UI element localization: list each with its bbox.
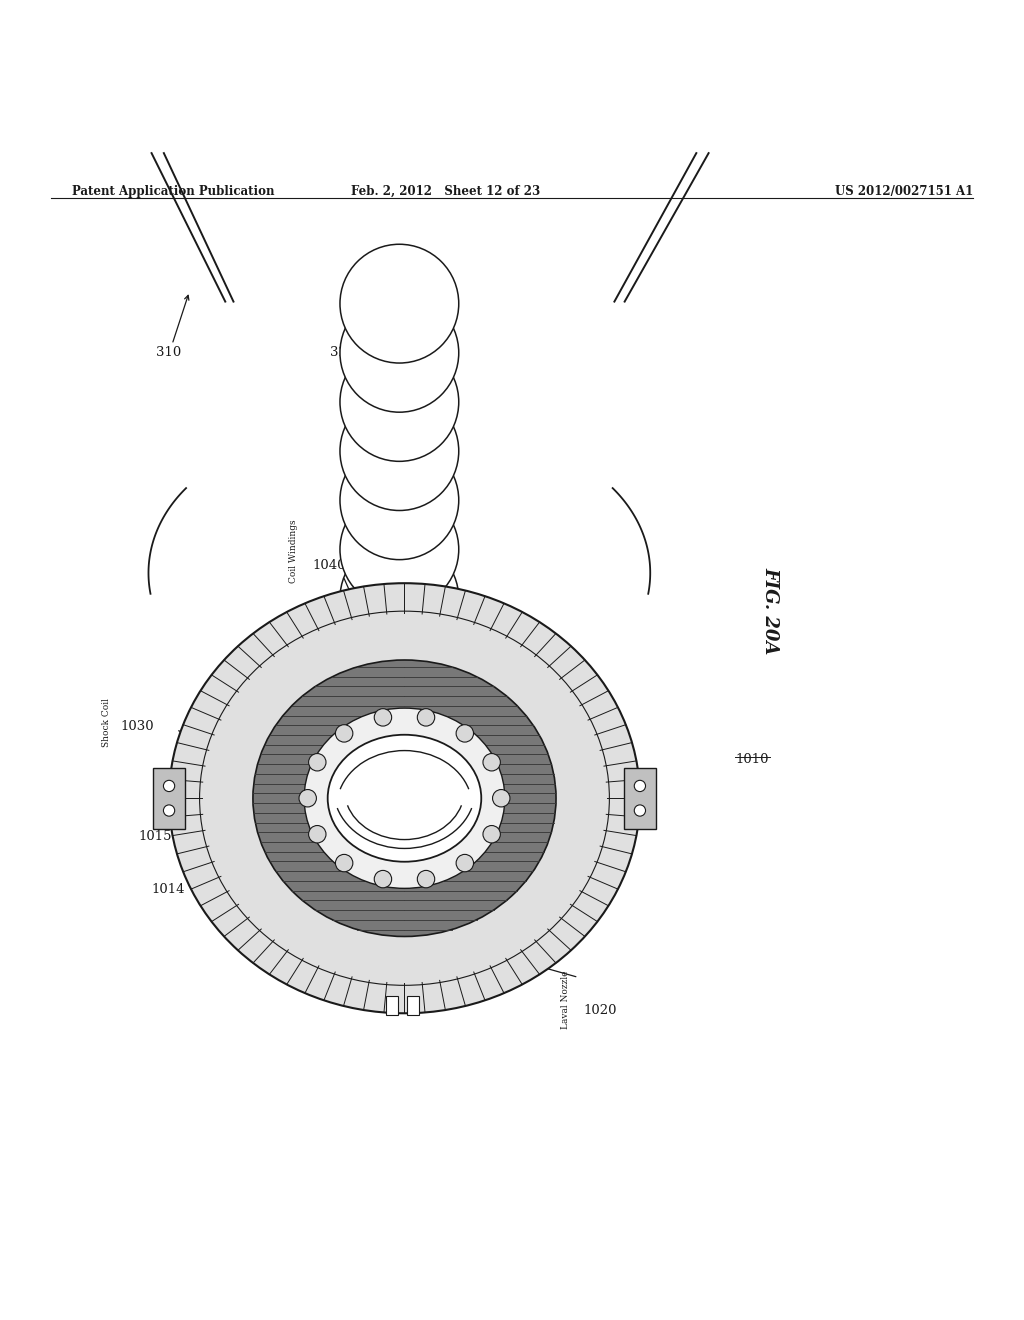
Text: Shroud: Shroud	[291, 939, 300, 973]
Text: FIG. 20A: FIG. 20A	[761, 568, 779, 655]
FancyBboxPatch shape	[153, 767, 185, 829]
Circle shape	[634, 780, 645, 792]
Circle shape	[164, 805, 175, 816]
Text: 1010: 1010	[735, 752, 769, 766]
Circle shape	[456, 725, 473, 742]
Circle shape	[340, 539, 459, 657]
Circle shape	[374, 709, 391, 726]
Circle shape	[164, 780, 175, 792]
Text: Laval Nozzle: Laval Nozzle	[561, 970, 570, 1028]
Text: 320: 320	[330, 346, 355, 359]
Text: US 2012/0027151 A1: US 2012/0027151 A1	[835, 185, 973, 198]
Text: Patent Application Publication: Patent Application Publication	[72, 185, 274, 198]
Ellipse shape	[304, 708, 505, 888]
Text: 1015: 1015	[138, 830, 172, 842]
Circle shape	[493, 789, 510, 807]
Text: Coil Windings: Coil Windings	[289, 520, 298, 583]
Circle shape	[634, 805, 645, 816]
Circle shape	[299, 789, 316, 807]
Circle shape	[340, 244, 459, 363]
Circle shape	[336, 854, 353, 871]
Circle shape	[374, 870, 391, 888]
Circle shape	[340, 392, 459, 511]
Text: 310: 310	[156, 346, 181, 359]
Circle shape	[308, 825, 326, 843]
FancyBboxPatch shape	[407, 997, 419, 1015]
Circle shape	[340, 441, 459, 560]
Circle shape	[483, 754, 501, 771]
Circle shape	[418, 870, 435, 888]
Text: Shock Coil: Shock Coil	[102, 698, 112, 747]
FancyBboxPatch shape	[624, 767, 656, 829]
Circle shape	[308, 754, 326, 771]
Circle shape	[340, 293, 459, 412]
Circle shape	[418, 709, 435, 726]
Text: 1040: 1040	[312, 560, 346, 573]
Circle shape	[340, 490, 459, 609]
FancyBboxPatch shape	[386, 997, 398, 1015]
Text: 1016: 1016	[530, 643, 564, 656]
Ellipse shape	[328, 735, 481, 862]
Text: 1014: 1014	[152, 883, 185, 896]
Ellipse shape	[253, 660, 556, 936]
Text: 1012: 1012	[315, 979, 349, 993]
Circle shape	[336, 725, 353, 742]
Circle shape	[340, 343, 459, 462]
Circle shape	[483, 825, 501, 843]
Text: 1020: 1020	[584, 1003, 617, 1016]
Text: Feb. 2, 2012   Sheet 12 of 23: Feb. 2, 2012 Sheet 12 of 23	[351, 185, 540, 198]
Ellipse shape	[169, 583, 640, 1014]
Circle shape	[456, 854, 473, 871]
Text: 1030: 1030	[121, 721, 155, 733]
